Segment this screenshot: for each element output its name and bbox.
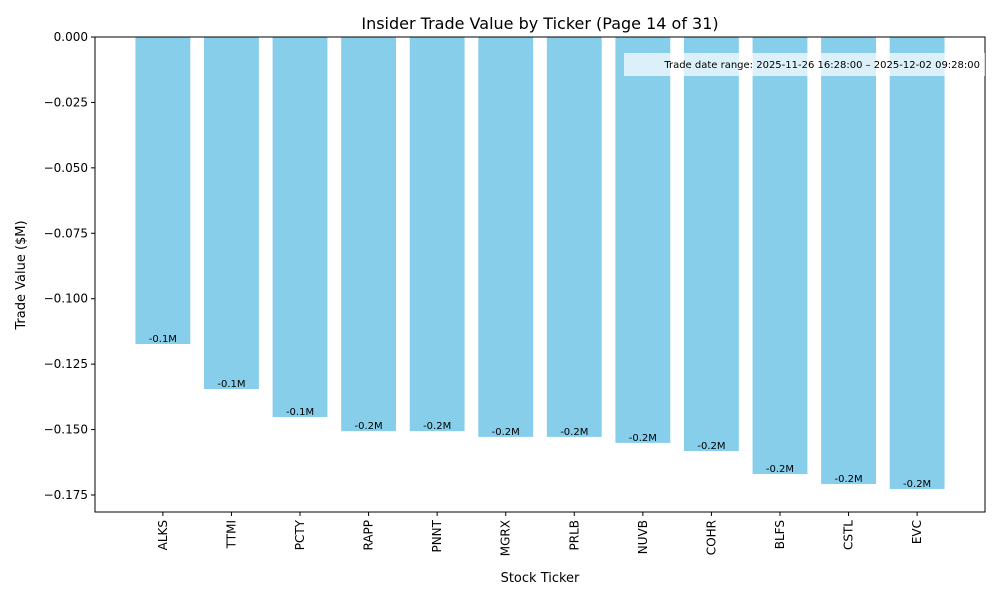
data-label: -0.1M [286,407,314,418]
y-tick-label: −0.075 [44,226,88,240]
x-tick-label: TTMI [224,520,238,549]
data-label: -0.2M [697,441,725,452]
x-axis-label: Stock Ticker [501,571,580,586]
data-label: -0.1M [149,334,177,345]
x-tick-label: EVC [910,520,924,544]
bar-evc [889,37,945,489]
data-label: -0.2M [560,427,588,438]
x-tick-label: RAPP [362,520,376,551]
data-label: -0.2M [834,474,862,485]
bar-pnnt [409,37,465,432]
bar-ttmi [204,37,259,389]
data-label: -0.2M [766,464,794,475]
data-label: -0.2M [423,421,451,432]
data-label: -0.1M [217,379,245,390]
data-label: -0.2M [355,421,383,432]
data-label: -0.2M [629,433,657,444]
bar-nuvb [615,37,671,443]
x-tick-label: CSTL [842,520,856,550]
data-label: -0.2M [903,479,931,490]
data-label: -0.2M [492,427,520,438]
bar-rapp [341,37,397,432]
y-tick-label: −0.050 [44,161,88,175]
x-tick-label: PNNT [430,519,444,552]
x-tick-label: ALKS [156,520,170,550]
y-tick-label: −0.150 [44,423,88,437]
y-tick-label: 0.000 [54,30,88,44]
y-tick-label: −0.100 [44,292,88,306]
x-tick-label: PCTY [293,519,307,550]
y-tick-label: −0.175 [44,488,88,502]
x-tick-label: MGRX [499,520,513,556]
bar-alks [135,37,191,344]
x-tick-label: COHR [704,520,718,555]
x-tick-label: PRLB [567,520,581,551]
plot-frame [94,36,986,513]
bar-cstl [821,37,876,484]
x-tick-label: BLFS [773,520,787,549]
y-axis-label: Trade Value ($M) [14,220,29,330]
chart-title: Insider Trade Value by Ticker (Page 14 o… [361,14,718,33]
bar-blfs [752,37,808,475]
bar-prlb [546,37,602,437]
y-tick-label: −0.125 [44,357,88,371]
bar-mgrx [478,37,534,437]
y-tick-label: −0.025 [44,95,88,109]
bar-pcty [272,37,328,417]
annotation-box [624,53,985,76]
bar-cohr [683,37,739,452]
date-range-annotation: Trade date range: 2025-11-26 16:28:00 – … [663,60,980,71]
x-tick-label: NUVB [636,520,650,554]
